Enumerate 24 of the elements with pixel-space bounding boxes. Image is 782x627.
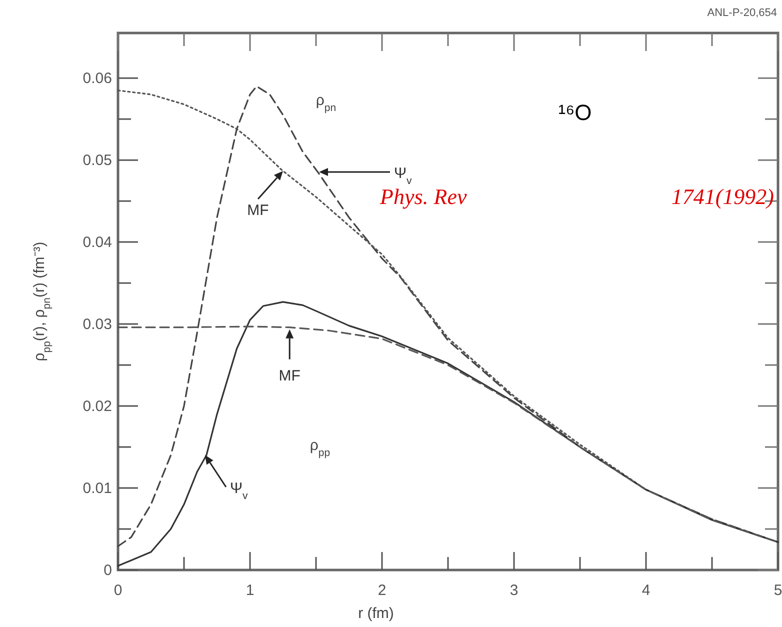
annotation: Phys. Rev [379, 184, 467, 209]
annotation: Ψ$_{v}$ [394, 165, 413, 187]
y-tick-label: 0.05 [82, 152, 112, 170]
annotation: 1741(1992) [671, 184, 774, 209]
annotation: Ψ$_{v}$ [230, 480, 249, 502]
y-tick-label: 0 [104, 562, 112, 579]
y-tick-label: 0.02 [82, 398, 112, 416]
annotation: ρ$_{pn}$ [316, 92, 336, 114]
y-tick-label: 0.03 [82, 316, 112, 334]
x-tick-label: 1 [246, 582, 254, 599]
y-tick-label: 0.06 [82, 70, 112, 88]
x-tick-label: 2 [378, 582, 386, 599]
annotation: MF [278, 367, 300, 384]
y-tick-label: 0.04 [82, 234, 112, 252]
annotation: ¹⁶O [558, 100, 592, 125]
x-tick-label: 0 [114, 582, 122, 599]
x-tick-label: 5 [774, 582, 782, 599]
annotation: MF [247, 202, 269, 219]
x-tick-label: 3 [510, 582, 518, 599]
y-tick-label: 0.01 [82, 480, 112, 498]
annotation: ρ$_{pp}$ [310, 437, 330, 459]
x-axis-title: r (fm) [358, 605, 394, 622]
x-tick-label: 4 [642, 582, 650, 599]
text: ANL-P-20,654 [707, 7, 777, 19]
